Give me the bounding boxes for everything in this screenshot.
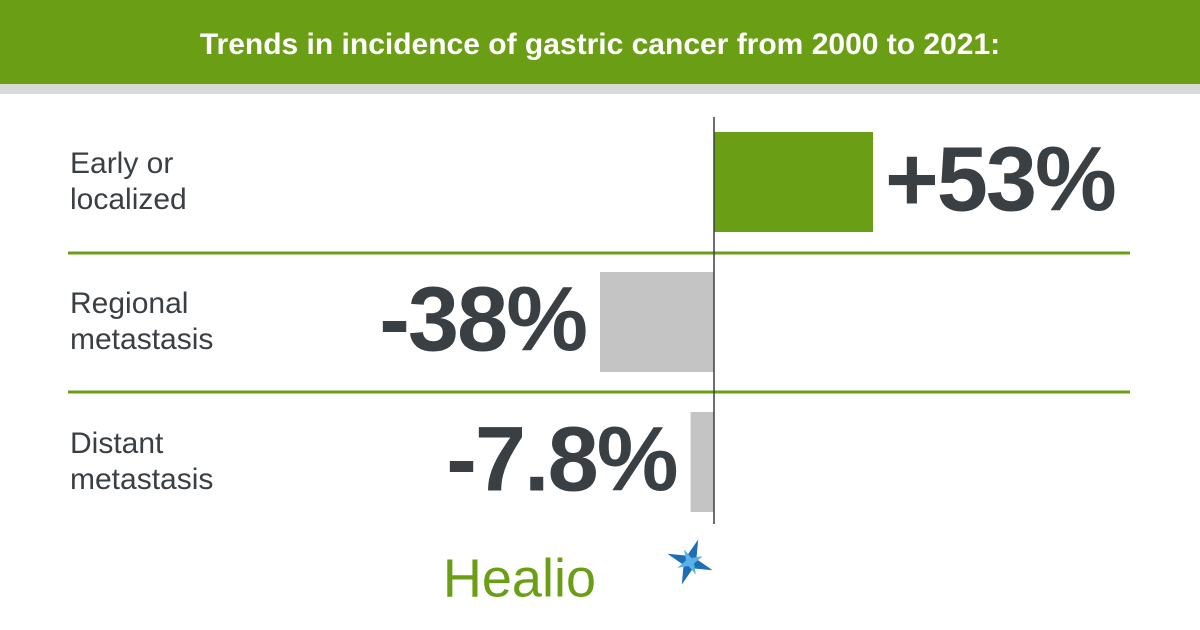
category-label: Regional metastasis (70, 287, 214, 356)
category-label: Early or localized (70, 147, 187, 216)
bar (714, 132, 873, 232)
value-label: +53% (885, 128, 1115, 230)
bar (690, 412, 714, 512)
bar (600, 272, 714, 372)
chart-title: Trends in incidence of gastric cancer fr… (200, 28, 1000, 61)
value-label: -7.8% (446, 408, 677, 510)
category-label: Distant metastasis (70, 427, 214, 496)
brand-logo: Healio (443, 548, 596, 608)
value-label: -38% (379, 268, 586, 370)
title-band (0, 0, 1200, 84)
title-shadow (0, 84, 1200, 94)
brand-star (667, 539, 713, 585)
